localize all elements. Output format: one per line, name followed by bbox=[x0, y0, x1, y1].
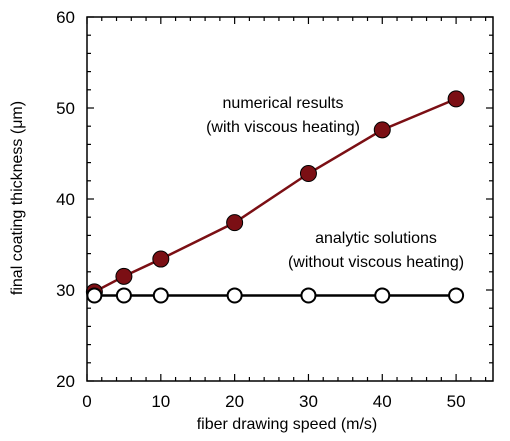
tick-marks bbox=[86, 16, 493, 382]
data-point-numerical bbox=[299, 165, 317, 183]
data-point-analytic bbox=[300, 287, 317, 304]
data-point-analytic bbox=[152, 287, 169, 304]
y-tick-label: 60 bbox=[56, 8, 75, 27]
data-point-analytic bbox=[448, 287, 465, 304]
data-point-numerical bbox=[226, 214, 244, 232]
annotation-analytic-line1: analytic solutions bbox=[315, 230, 437, 247]
y-axis-label: final coating thickness (μm) bbox=[9, 101, 26, 295]
data-point-numerical bbox=[152, 250, 170, 268]
data-point-analytic bbox=[374, 287, 391, 304]
data-point-analytic bbox=[226, 287, 243, 304]
y-tick-label: 20 bbox=[56, 372, 75, 391]
x-tick-label: 50 bbox=[447, 392, 466, 411]
series-layer bbox=[85, 90, 465, 304]
tick-labels: 0 10 20 30 40 50 20 30 40 50 60 bbox=[56, 8, 465, 411]
data-point-analytic bbox=[115, 287, 132, 304]
x-tick-label: 10 bbox=[151, 392, 170, 411]
data-point-numerical bbox=[447, 90, 465, 108]
x-tick-label: 40 bbox=[373, 392, 392, 411]
annotation-numerical-line2: (with viscous heating) bbox=[206, 119, 360, 136]
y-tick-label: 50 bbox=[56, 99, 75, 118]
annotation-numerical-line1: numerical results bbox=[223, 95, 344, 112]
x-tick-label: 0 bbox=[82, 392, 91, 411]
y-tick-label: 40 bbox=[56, 190, 75, 209]
data-point-analytic bbox=[86, 287, 103, 304]
x-tick-label: 20 bbox=[225, 392, 244, 411]
annotation-analytic-line2: (without viscous heating) bbox=[288, 254, 464, 271]
plot-frame bbox=[86, 16, 494, 382]
x-tick-label: 30 bbox=[299, 392, 318, 411]
x-axis-label: fiber drawing speed (m/s) bbox=[197, 416, 378, 433]
data-point-numerical bbox=[115, 267, 133, 285]
y-tick-label: 30 bbox=[56, 281, 75, 300]
data-point-numerical bbox=[373, 121, 391, 139]
